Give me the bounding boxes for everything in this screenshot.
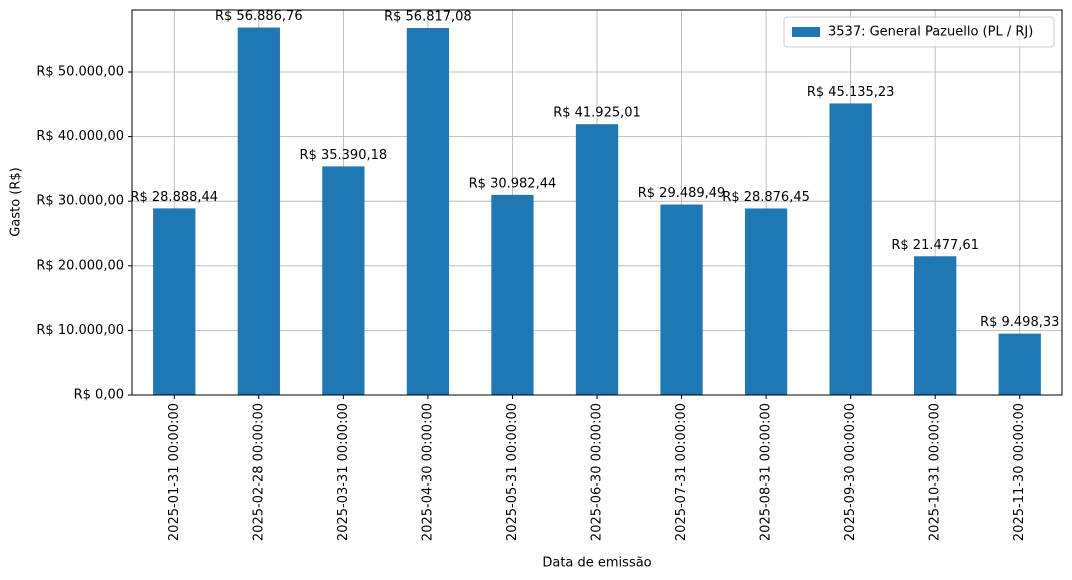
- data-label: R$ 9.498,33: [980, 315, 1059, 330]
- x-tick-label: 2025-02-28 00:00:00: [251, 403, 266, 541]
- bar: [153, 208, 196, 395]
- data-label: R$ 21.477,61: [891, 238, 979, 253]
- plot-frame: [131, 9, 1063, 396]
- data-label: R$ 28.888,44: [130, 190, 218, 205]
- x-tick-label: 2025-06-30 00:00:00: [590, 403, 605, 541]
- data-label: R$ 28.876,45: [722, 190, 810, 205]
- data-label: R$ 41.925,01: [553, 106, 641, 121]
- bar: [237, 27, 280, 396]
- x-tick-label: 2025-10-31 00:00:00: [928, 403, 943, 541]
- data-label: R$ 45.135,23: [807, 85, 895, 100]
- x-tick-label: 2025-08-31 00:00:00: [759, 403, 774, 541]
- bar: [744, 208, 788, 395]
- x-tick-label: 2025-04-30 00:00:00: [420, 403, 435, 541]
- data-label: R$ 29.489,49: [638, 186, 726, 201]
- legend-box: [783, 16, 1055, 48]
- y-axis-label: Gasto (R$): [9, 167, 24, 236]
- data-label: R$ 56.886,76: [215, 9, 303, 24]
- y-tick-label: R$ 10.000,00: [36, 323, 124, 338]
- bar: [998, 333, 1041, 395]
- bar: [406, 27, 450, 395]
- x-tick-label: 2025-11-30 00:00:00: [1012, 403, 1027, 541]
- y-tick-label: R$ 30.000,00: [36, 194, 124, 209]
- legend-swatch: [792, 27, 820, 37]
- data-label: R$ 35.390,18: [300, 148, 388, 163]
- bar: [914, 256, 957, 395]
- bar: [829, 103, 872, 395]
- y-tick-label: R$ 40.000,00: [36, 129, 124, 144]
- y-tick-label: R$ 0,00: [74, 388, 124, 403]
- x-tick-label: 2025-05-31 00:00:00: [505, 403, 520, 541]
- x-tick-label: 2025-07-31 00:00:00: [674, 403, 689, 541]
- x-tick-label: 2025-03-31 00:00:00: [336, 403, 351, 541]
- data-label: R$ 56.817,08: [384, 9, 472, 24]
- y-tick-label: R$ 20.000,00: [36, 258, 124, 273]
- bar: [575, 124, 619, 395]
- data-label: R$ 30.982,44: [469, 176, 557, 191]
- bar: [322, 166, 365, 395]
- x-tick-label: 2025-09-30 00:00:00: [843, 403, 858, 541]
- x-tick-label: 2025-01-31 00:00:00: [167, 403, 182, 541]
- bar: [491, 194, 534, 395]
- legend-label: 3537: General Pazuello (PL / RJ): [828, 25, 1033, 40]
- y-tick-label: R$ 50.000,00: [36, 65, 124, 80]
- x-axis-label: Data de emissão: [542, 556, 651, 571]
- bar: [660, 204, 703, 395]
